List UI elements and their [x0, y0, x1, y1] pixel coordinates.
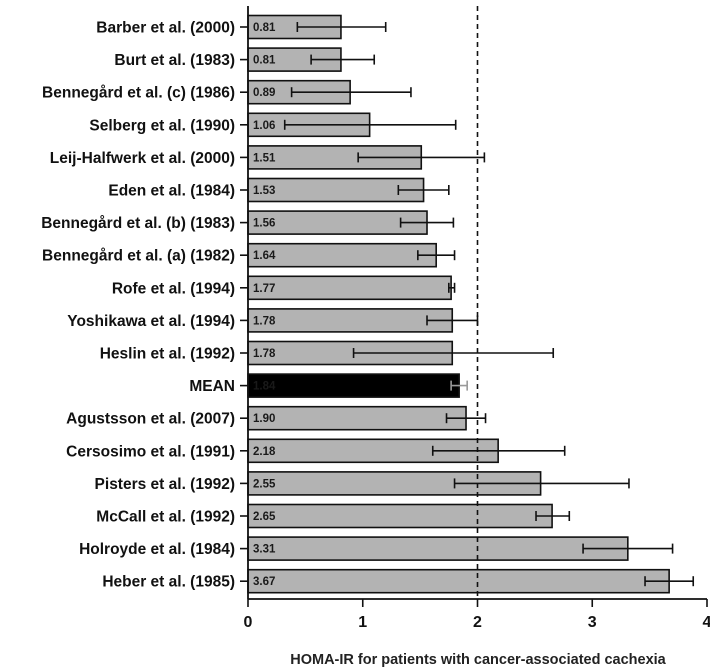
data-label: 2.18 — [253, 446, 276, 458]
x-tick-label: 3 — [588, 614, 597, 631]
category-label: Heslin et al. (1992) — [100, 346, 235, 363]
data-label: 1.78 — [253, 348, 276, 360]
bar — [247, 242, 437, 268]
x-tick-label: 4 — [703, 614, 710, 631]
category-label: Yoshikawa et al. (1994) — [67, 313, 235, 330]
data-label: 1.84 — [253, 381, 276, 393]
data-label: 3.31 — [253, 544, 276, 556]
category-label-group: Barber et al. (2000) Burt et al. (1983) Be… — [41, 20, 248, 591]
category-label: Bennegård et al. (a) (1982) — [42, 248, 235, 265]
category-label: Holroyde et al. (1984) — [79, 541, 235, 558]
category-label: Agustsson et al. (2007) — [66, 411, 235, 428]
data-label: 1.53 — [253, 185, 275, 197]
category-label: Burt et al. (1983) — [114, 52, 235, 69]
data-label: 1.06 — [253, 120, 275, 132]
bar — [247, 308, 454, 333]
data-label: 0.81 — [253, 55, 276, 67]
bar — [247, 536, 629, 561]
error-bar-group — [283, 22, 695, 587]
category-label: McCall et al. (1992) — [96, 509, 235, 526]
data-label: 1.51 — [253, 152, 276, 164]
category-label: Selberg et al. (1990) — [89, 117, 235, 134]
category-label: Bennegård et al. (c) (1986) — [42, 85, 235, 102]
data-label: 1.90 — [253, 413, 275, 425]
category-label: Eden et al. (1984) — [108, 183, 235, 200]
data-label: 1.56 — [253, 218, 275, 230]
data-label: 2.55 — [253, 478, 276, 490]
category-label: Barber et al. (2000) — [96, 20, 235, 37]
x-tick-group: 0 1 2 3 4 — [244, 599, 710, 631]
data-label: 1.77 — [253, 283, 275, 295]
data-label: 1.64 — [253, 250, 276, 262]
mean-bar — [247, 373, 460, 398]
x-tick-label: 1 — [358, 614, 367, 631]
category-label: Bennegård et al. (b) (1983) — [41, 215, 235, 232]
category-label: Cersosimo et al. (1991) — [66, 443, 235, 460]
value-label-group: 0.81 0.81 0.89 1.06 1.51 1.53 1.56 1.64 1.77 1.78… — [253, 22, 276, 588]
category-label: Pisters et al. (1992) — [95, 476, 235, 493]
x-axis-label: HOMA-IR for patients with cancer-associa… — [290, 652, 666, 668]
data-label: 3.67 — [253, 576, 275, 588]
category-label: MEAN — [189, 378, 235, 395]
category-label: Rofe et al. (1994) — [112, 280, 235, 297]
data-label: 0.81 — [253, 22, 276, 34]
data-label: 0.89 — [253, 87, 275, 99]
category-label: Heber et al. (1985) — [102, 574, 235, 591]
bar — [247, 275, 452, 301]
bar — [247, 405, 467, 431]
category-label: Leij-Halfwerk et al. (2000) — [50, 150, 235, 167]
bar — [247, 503, 553, 529]
data-label: 2.65 — [253, 511, 276, 523]
data-label: 1.78 — [253, 315, 276, 327]
bar-group — [247, 14, 670, 594]
x-tick-label: 2 — [473, 614, 482, 631]
x-tick-label: 0 — [244, 614, 253, 631]
bar — [247, 568, 670, 594]
